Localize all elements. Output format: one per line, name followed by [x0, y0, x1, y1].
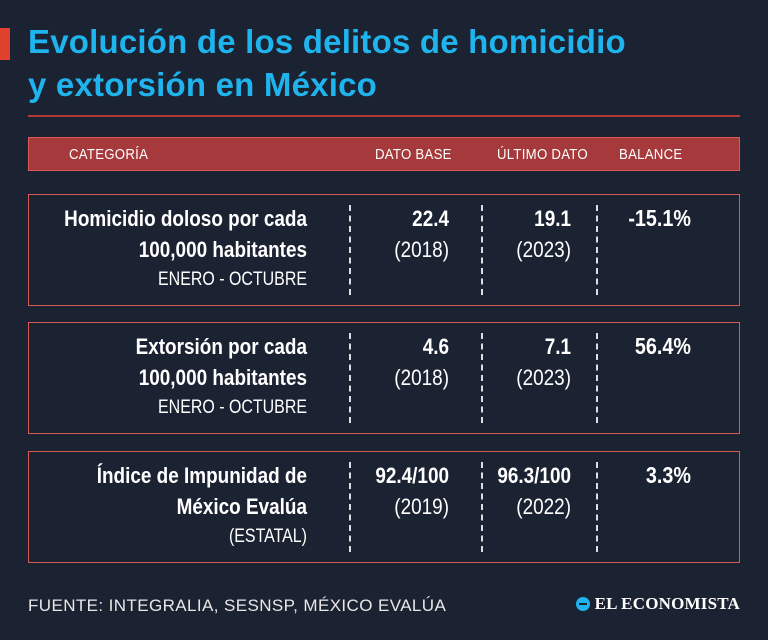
category-name-line2: 100,000 habitantes: [138, 237, 307, 262]
base-value: 4.6: [422, 334, 449, 359]
publisher-logo: EL ECONOMISTA: [575, 594, 740, 614]
column-divider: [596, 462, 598, 552]
row-category: Índice de Impunidad de México Evalúa (ES…: [17, 460, 307, 552]
category-name-line2: 100,000 habitantes: [138, 365, 307, 390]
column-divider: [349, 205, 351, 295]
title-line-1: Evolución de los delitos de homicidio: [28, 23, 626, 60]
column-divider: [596, 205, 598, 295]
last-year: (2023): [516, 237, 571, 262]
table-header: CATEGORÍA DATO BASE ÚLTIMO DATO BALANCE: [28, 137, 740, 171]
header-last-value: ÚLTIMO DATO: [497, 146, 588, 163]
el-economista-logo-icon: [575, 597, 590, 611]
row-category: Homicidio doloso por cada 100,000 habita…: [17, 203, 307, 295]
logo-text: EL ECONOMISTA: [594, 594, 740, 613]
last-year: (2023): [516, 365, 571, 390]
header-category: CATEGORÍA: [69, 146, 149, 163]
base-data: 22.4 (2018): [329, 203, 449, 265]
balance-value: 3.3%: [645, 462, 691, 488]
title-accent-bar: [0, 28, 10, 60]
table-row-homicide: Homicidio doloso por cada 100,000 habita…: [28, 194, 740, 306]
header-base-value: DATO BASE: [375, 146, 452, 163]
column-divider: [481, 462, 483, 552]
base-year: (2018): [394, 237, 449, 262]
title-divider: [28, 115, 740, 117]
column-divider: [481, 205, 483, 295]
balance-value: -15.1%: [628, 205, 691, 231]
page-title: Evolución de los delitos de homicidio y …: [28, 20, 748, 106]
category-period: (ESTATAL): [228, 526, 307, 547]
category-name: Índice de Impunidad de: [96, 463, 307, 488]
last-data: 96.3/100 (2022): [451, 460, 571, 522]
row-category: Extorsión por cada 100,000 habitantes EN…: [17, 331, 307, 423]
category-period: ENERO - OCTUBRE: [158, 397, 307, 418]
title-line-2: y extorsión en México: [28, 66, 377, 103]
last-data: 19.1 (2023): [451, 203, 571, 265]
last-data: 7.1 (2023): [451, 331, 571, 393]
category-name-line2: México Evalúa: [176, 494, 307, 519]
table-row-impunity: Índice de Impunidad de México Evalúa (ES…: [28, 451, 740, 563]
table-row-extortion: Extorsión por cada 100,000 habitantes EN…: [28, 322, 740, 434]
balance-value: 56.4%: [634, 333, 691, 359]
header-balance: BALANCE: [619, 146, 683, 163]
column-divider: [349, 333, 351, 423]
base-data: 92.4/100 (2019): [329, 460, 449, 522]
last-value: 19.1: [534, 206, 571, 231]
last-year: (2022): [516, 494, 571, 519]
column-divider: [596, 333, 598, 423]
base-value: 92.4/100: [375, 463, 449, 488]
last-value: 96.3/100: [497, 463, 571, 488]
category-name: Homicidio doloso por cada: [64, 206, 307, 231]
column-divider: [481, 333, 483, 423]
category-period: ENERO - OCTUBRE: [158, 269, 307, 290]
base-value: 22.4: [412, 206, 449, 231]
base-year: (2018): [394, 365, 449, 390]
last-value: 7.1: [544, 334, 571, 359]
base-year: (2019): [394, 494, 449, 519]
source-credit: FUENTE: INTEGRALIA, SESNSP, MÉXICO EVALÚ…: [28, 596, 447, 615]
category-name: Extorsión por cada: [135, 334, 307, 359]
base-data: 4.6 (2018): [329, 331, 449, 393]
column-divider: [349, 462, 351, 552]
